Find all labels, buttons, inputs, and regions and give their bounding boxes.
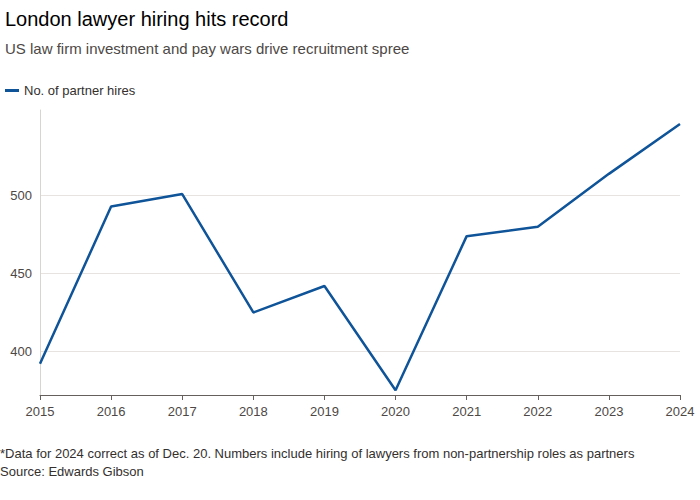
svg-text:2016: 2016: [97, 404, 126, 419]
svg-text:2020: 2020: [381, 404, 410, 419]
svg-text:2019: 2019: [310, 404, 339, 419]
svg-text:500: 500: [10, 188, 32, 203]
svg-text:2015: 2015: [26, 404, 55, 419]
svg-text:Source: Edwards Gibson: Source: Edwards Gibson: [0, 464, 144, 479]
svg-text:2022: 2022: [523, 404, 552, 419]
svg-text:400: 400: [10, 344, 32, 359]
svg-text:2023: 2023: [594, 404, 623, 419]
svg-text:2017: 2017: [168, 404, 197, 419]
svg-text:*Data for 2024 correct as of D: *Data for 2024 correct as of Dec. 20. Nu…: [0, 446, 635, 461]
svg-text:2024: 2024: [666, 404, 695, 419]
svg-text:US law firm investment and pay: US law firm investment and pay wars driv…: [5, 40, 409, 57]
svg-text:450: 450: [10, 266, 32, 281]
svg-text:2021: 2021: [452, 404, 481, 419]
svg-text:2018: 2018: [239, 404, 268, 419]
svg-text:London lawyer hiring hits reco: London lawyer hiring hits record: [5, 8, 289, 30]
svg-text:No. of partner hires: No. of partner hires: [24, 83, 136, 98]
